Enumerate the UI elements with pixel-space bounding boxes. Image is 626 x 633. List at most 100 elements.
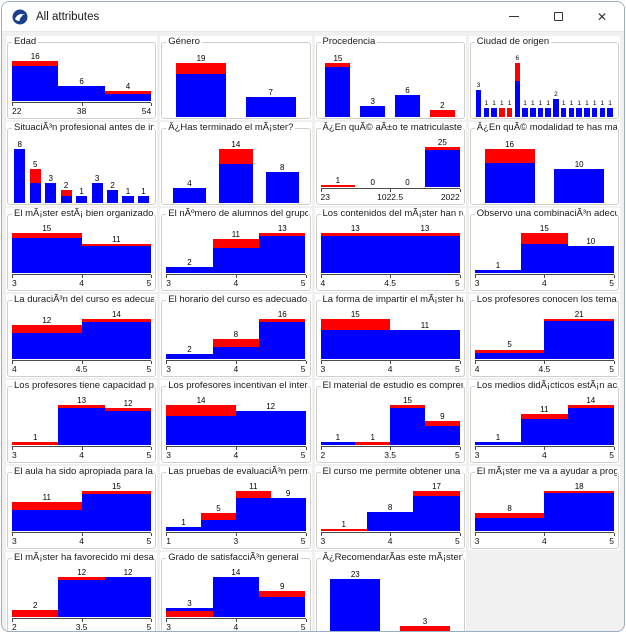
attribute-panel[interactable]: La forma de impartir el mÃ¡ster ha facil… (314, 294, 466, 378)
attribute-panel[interactable]: Â¿RecomendarÃ­as este mÃ¡ster? 23 3 (314, 552, 466, 631)
close-button[interactable]: ✕ (580, 2, 624, 31)
axis-tick (151, 103, 153, 106)
weka-app-icon (12, 9, 28, 25)
attribute-panel[interactable]: SituaciÃ³n profesional antes de iniciar … (6, 122, 158, 206)
attribute-panel[interactable]: El mÃ¡ster ha favorecido mi desarrollo .… (6, 552, 158, 631)
axis-label: 5 (300, 364, 306, 374)
attribute-panel[interactable]: Procedencia 15 3 6 2 (314, 36, 466, 120)
class2-segment (424, 147, 460, 151)
histogram-bar (122, 196, 134, 203)
attribute-panel[interactable]: Las pruebas de evaluaciÃ³n permiten c...… (160, 466, 312, 550)
attribute-panel[interactable]: El mÃ¡ster me va a ayudar a progresar ..… (468, 466, 620, 550)
axis-label: 5 (455, 450, 460, 460)
axis-label: 22 (12, 106, 22, 116)
histogram-bar (29, 169, 41, 203)
histogram-bar (76, 196, 88, 203)
axis-label: 3 (320, 364, 326, 374)
histogram: 1 11 14 (474, 393, 614, 445)
bar-count-label: 14 (231, 568, 241, 577)
attribute-panel[interactable]: Los profesores incentivan el intercambi.… (160, 380, 312, 464)
bar-count-label: 14 (196, 396, 206, 405)
attribute-panel[interactable]: Â¿En quÃ© modalidad te has matricul...16… (468, 122, 620, 206)
class1-segment (265, 172, 299, 203)
axis-tick (614, 361, 615, 364)
axis-tick (459, 275, 461, 278)
bar-count-label: 11 (540, 404, 549, 414)
class1-segment (390, 407, 425, 445)
bar-count-label: 8 (17, 140, 22, 149)
attribute-panel[interactable]: Â¿En quÃ© aÃ±o te matriculaste en el ...… (314, 122, 466, 206)
attribute-panel[interactable]: Género 19 7 (160, 36, 312, 120)
bar-count-label: 6 (405, 86, 410, 96)
class1-segment (235, 410, 306, 445)
axis-label: 5 (455, 536, 460, 546)
attribute-panel[interactable]: El mÃ¡ster estÃ¡ bien organizado 15 11 3 4 5 (6, 208, 158, 292)
bar-count-label: 1 (577, 100, 581, 107)
class1-segment (390, 236, 460, 273)
histogram: 15 11 (12, 221, 152, 273)
attribute-panel[interactable]: El nÃºmero de alumnos del grupo ha si...… (160, 208, 312, 292)
attribute-panel[interactable]: Â¿Has terminado el mÃ¡ster? 4 14 8 (160, 122, 312, 206)
axis-tick (81, 447, 83, 450)
class1-segment (176, 74, 227, 117)
bar-count-label: 13 (277, 224, 287, 233)
class2-segment (521, 413, 568, 420)
histogram-bar (484, 149, 535, 203)
bar-count-label: 2 (440, 100, 445, 110)
attribute-panel[interactable]: El horario del curso es adecuado 2 8 16 3 4 5 (160, 294, 312, 378)
histogram-bar (259, 233, 306, 273)
bar-count-label: 14 (111, 310, 121, 319)
x-axis: 2 3.5 5 (12, 618, 153, 631)
class2-segment (219, 149, 253, 165)
bar-count-label: 5 (507, 340, 512, 350)
histogram-bar (429, 109, 455, 117)
attribute-panel[interactable]: El curso me permite obtener una acredi..… (314, 466, 466, 550)
axis-tick (151, 361, 153, 364)
axis-label: 4 (387, 536, 393, 546)
attribute-panel[interactable]: Grado de satisfacciÃ³n general 3 14 9 3 4 5 (160, 552, 312, 631)
histogram-bar (166, 608, 213, 617)
histogram: 8 18 (474, 479, 614, 531)
bar-count-label: 11 (231, 230, 241, 240)
attribute-panel[interactable]: Los profesores tiene capacidad pedagÃ...… (6, 380, 158, 464)
histogram-bar (12, 501, 82, 531)
class1-segment (475, 90, 482, 117)
maximize-button[interactable] (536, 2, 580, 31)
maximize-icon (553, 12, 563, 21)
class2-segment (212, 339, 260, 347)
attribute-panel[interactable]: Los contenidos del mÃ¡ster han respon...… (314, 208, 466, 292)
attribute-panel[interactable]: Edad 16 6 4 22 38 54 (6, 36, 158, 120)
axis-tick (235, 275, 237, 278)
histogram-bar (576, 108, 582, 117)
attribute-panel[interactable]: Los profesores conocen los temas imp...5… (468, 294, 620, 378)
attribute-panel[interactable]: Los medios didÃ¡cticos estÃ¡n actualiza.… (468, 380, 620, 464)
bar-count-label: 9 (285, 489, 291, 499)
bar-count-label: 7 (268, 88, 273, 98)
bar-count-label: 1 (600, 100, 605, 107)
attribute-title: Ciudad de origen (474, 36, 552, 48)
attribute-panel[interactable]: La duraciÃ³n del curso es adecuada 12 14 4 4… (6, 294, 158, 378)
class1-segment (137, 196, 150, 203)
attribute-panel[interactable]: Ciudad de origen 3 1 1 1 1 6 1 1 1 1 2 1 1 1 1 1 1 1 (468, 36, 620, 120)
histogram-bar (399, 625, 450, 631)
histogram-bar (584, 108, 590, 117)
attribute-title: El nÃºmero de alumnos del grupo ha si... (166, 208, 309, 220)
minimize-button[interactable] (492, 2, 536, 31)
axis-tick (166, 447, 168, 450)
axis-label: 3 (474, 536, 480, 546)
class1-segment (483, 108, 490, 117)
x-axis: 3 4 5 (474, 274, 615, 289)
attribute-panel[interactable]: Observo una combinaciÃ³n adecuada ... 1 15… (468, 208, 620, 292)
axis-tick (320, 533, 322, 536)
bar-count-label: 17 (432, 482, 441, 491)
class2-segment (390, 233, 460, 237)
attribute-panel[interactable]: El aula ha sido apropiada para la docen.… (6, 466, 158, 550)
class1-segment (201, 520, 236, 531)
histogram-bar (81, 319, 152, 359)
class2-segment (424, 421, 460, 427)
attribute-panel[interactable]: El material de estudio es comprensible .… (314, 380, 466, 464)
class1-segment (212, 346, 260, 359)
class2-segment (499, 108, 505, 117)
titlebar[interactable]: All attributes ✕ (2, 2, 624, 32)
x-axis: 1 3 5 (166, 532, 307, 547)
